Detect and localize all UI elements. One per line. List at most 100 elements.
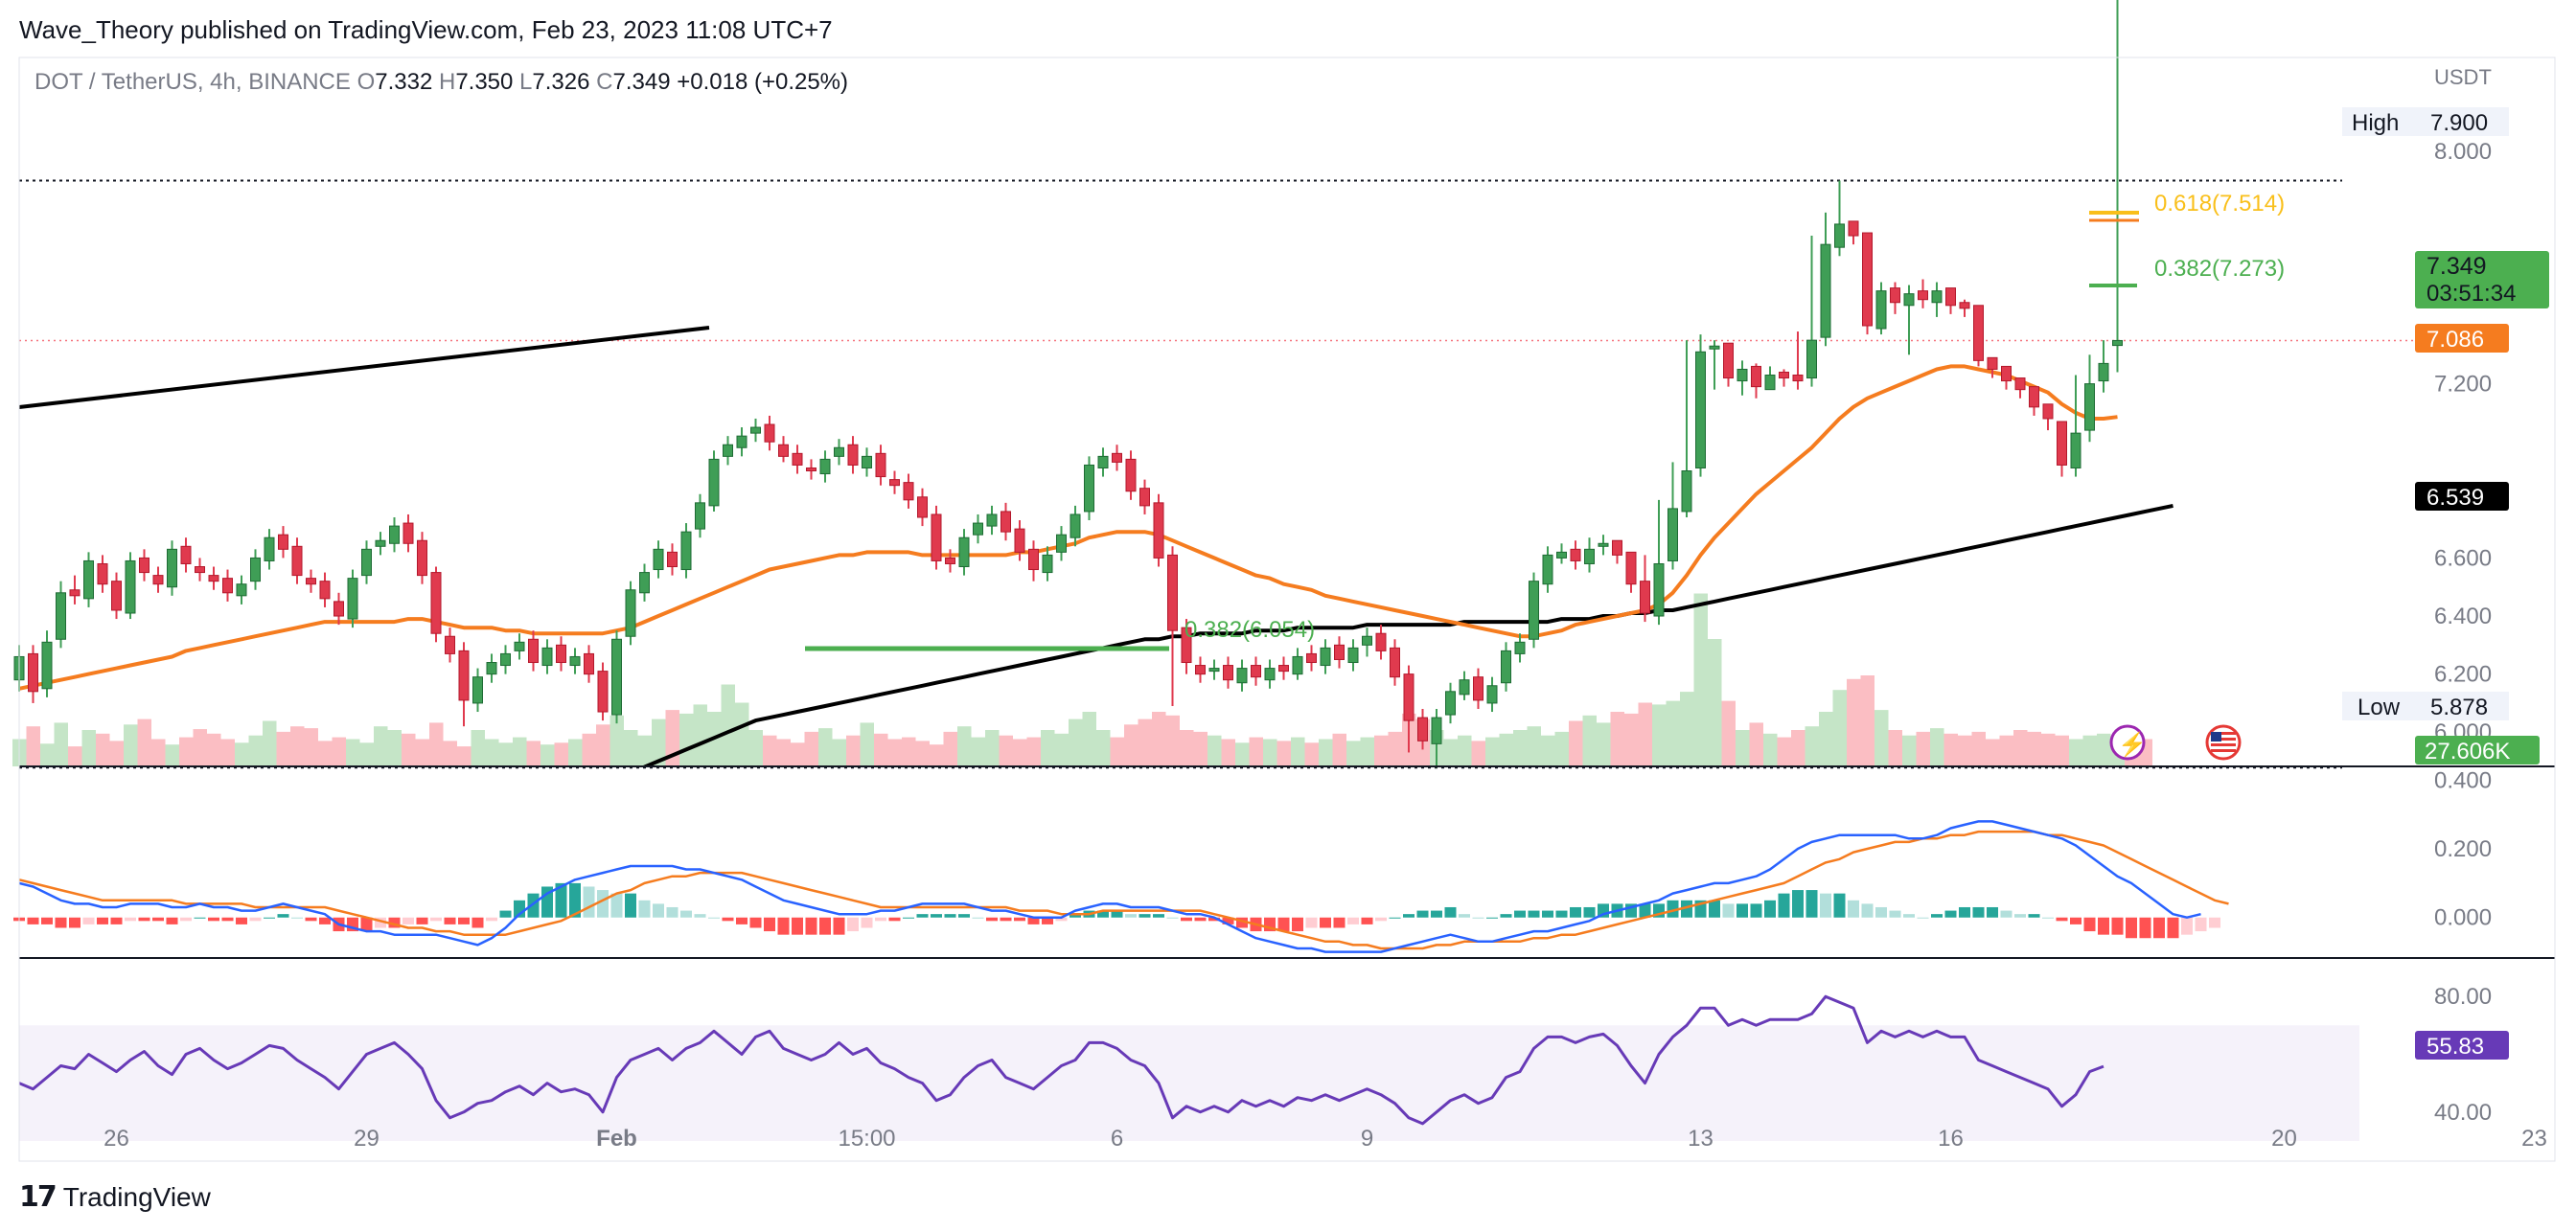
legend-low: 7.326 (532, 69, 596, 95)
macd-histogram-bar (1153, 914, 1164, 918)
volume-bar (1165, 715, 1180, 766)
macd-histogram-bar (180, 917, 192, 922)
candle-body (639, 572, 650, 594)
macd-histogram-bar (249, 917, 262, 922)
candle-body (458, 650, 470, 701)
macd-histogram-bar (2181, 917, 2193, 935)
main-price-pane[interactable] (12, 0, 2415, 1008)
macd-histogram-bar (402, 917, 414, 924)
legend-change: +0.018 (+0.25%) (677, 69, 848, 95)
volume-bar (1527, 726, 1541, 766)
candle-body (1903, 293, 1915, 307)
volume-bar (332, 737, 346, 766)
candle-body (236, 583, 247, 597)
macd-pane[interactable] (13, 820, 2229, 953)
volume-bar (1360, 737, 1374, 766)
candle-body (1445, 691, 1456, 716)
volume-bar (1069, 719, 1083, 766)
volume-bar (1638, 702, 1652, 766)
macd-histogram-bar (1583, 906, 1596, 918)
publisher-line: Wave_Theory published on TradingView.com… (19, 15, 833, 44)
macd-histogram-bar (2098, 917, 2109, 935)
candle-body (278, 534, 288, 550)
macd-histogram-bar (1166, 917, 1179, 919)
candle-body (1736, 368, 1748, 382)
candle-body (180, 545, 192, 564)
macd-histogram-bar (666, 906, 678, 918)
macd-histogram-bar (694, 914, 706, 918)
macd-histogram-bar (2042, 917, 2054, 919)
volume-bar (582, 733, 596, 766)
volume-bar (1332, 733, 1346, 766)
volume-bar (1054, 733, 1069, 766)
candle-body (1918, 290, 1928, 301)
candle-body (291, 545, 303, 577)
volume-bar (1249, 737, 1263, 766)
volume-bar (276, 731, 290, 766)
ohlc-legend: DOT / TetherUS, 4h, BINANCE O7.332 H7.35… (34, 69, 848, 95)
volume-bar (443, 741, 457, 766)
macd-histogram-bar (499, 910, 512, 918)
volume-bar (346, 739, 360, 766)
macd-histogram-bar (458, 917, 470, 924)
volume-bar (220, 739, 235, 766)
candle-body (806, 467, 816, 472)
volume-bar (554, 742, 568, 766)
volume-bar (1860, 675, 1874, 766)
macd-histogram-bar (194, 917, 206, 919)
volume-bar (1693, 593, 1708, 766)
candle-body (945, 557, 955, 564)
candle-body (250, 557, 261, 582)
volume-bar (791, 742, 805, 766)
macd-histogram-bar (1111, 910, 1123, 918)
candle-body (1834, 223, 1845, 248)
macd-histogram-bar (1570, 906, 1581, 918)
volume-bar (304, 728, 318, 766)
volume-bar (1374, 735, 1389, 766)
candle-body (1625, 551, 1637, 585)
candle-body (222, 578, 233, 594)
macd-histogram-bar (916, 914, 929, 918)
volume-bar (1582, 715, 1597, 766)
candle-body (1640, 581, 1650, 614)
candle-body (2014, 377, 2026, 391)
candle-body (1723, 342, 1734, 379)
volume-bar (81, 730, 96, 766)
overlay: 0.382(6.054) 0.382(7.273) 0.618(7.514) High… (34, 69, 2549, 1060)
volume-bar (1791, 730, 1806, 766)
macd-histogram-bar (430, 917, 442, 922)
volume-bar (1013, 739, 1027, 766)
macd-histogram-bar (653, 903, 664, 918)
candle-body (264, 536, 275, 561)
volume-bar (526, 741, 540, 766)
volume-bar (1319, 739, 1333, 766)
macd-histogram-bar (1236, 917, 1248, 928)
candle-body (1112, 452, 1122, 463)
macd-histogram-bar (2000, 910, 2012, 918)
macd-histogram-bar (1320, 917, 1331, 928)
volume-bar (318, 741, 333, 766)
macd-histogram-bar (847, 917, 859, 932)
us-flag-event-icon (2205, 724, 2242, 761)
rsi-pane[interactable] (18, 994, 2359, 1141)
candle-body (389, 525, 400, 544)
macd-histogram-bar (1667, 900, 1679, 918)
volume-bar (1263, 739, 1277, 766)
candle-body (819, 458, 831, 475)
candle-body (1931, 290, 1943, 304)
lightning-event-icon: ⚡ (2109, 724, 2147, 761)
macd-histogram-bar (1861, 903, 1874, 918)
macd-histogram-bar (444, 917, 456, 924)
volume-bar (179, 737, 194, 766)
macd-histogram-bar (986, 917, 998, 922)
macd-histogram-bar (2028, 914, 2040, 918)
candle-body (430, 572, 442, 634)
candle-body (834, 446, 844, 457)
legend-close: 7.349 (612, 69, 677, 95)
macd-histogram-bar (1097, 910, 1109, 918)
candle-body (1292, 655, 1303, 675)
candle-body (83, 559, 94, 600)
volume-bar (902, 737, 916, 766)
volume-bar (1082, 712, 1096, 766)
